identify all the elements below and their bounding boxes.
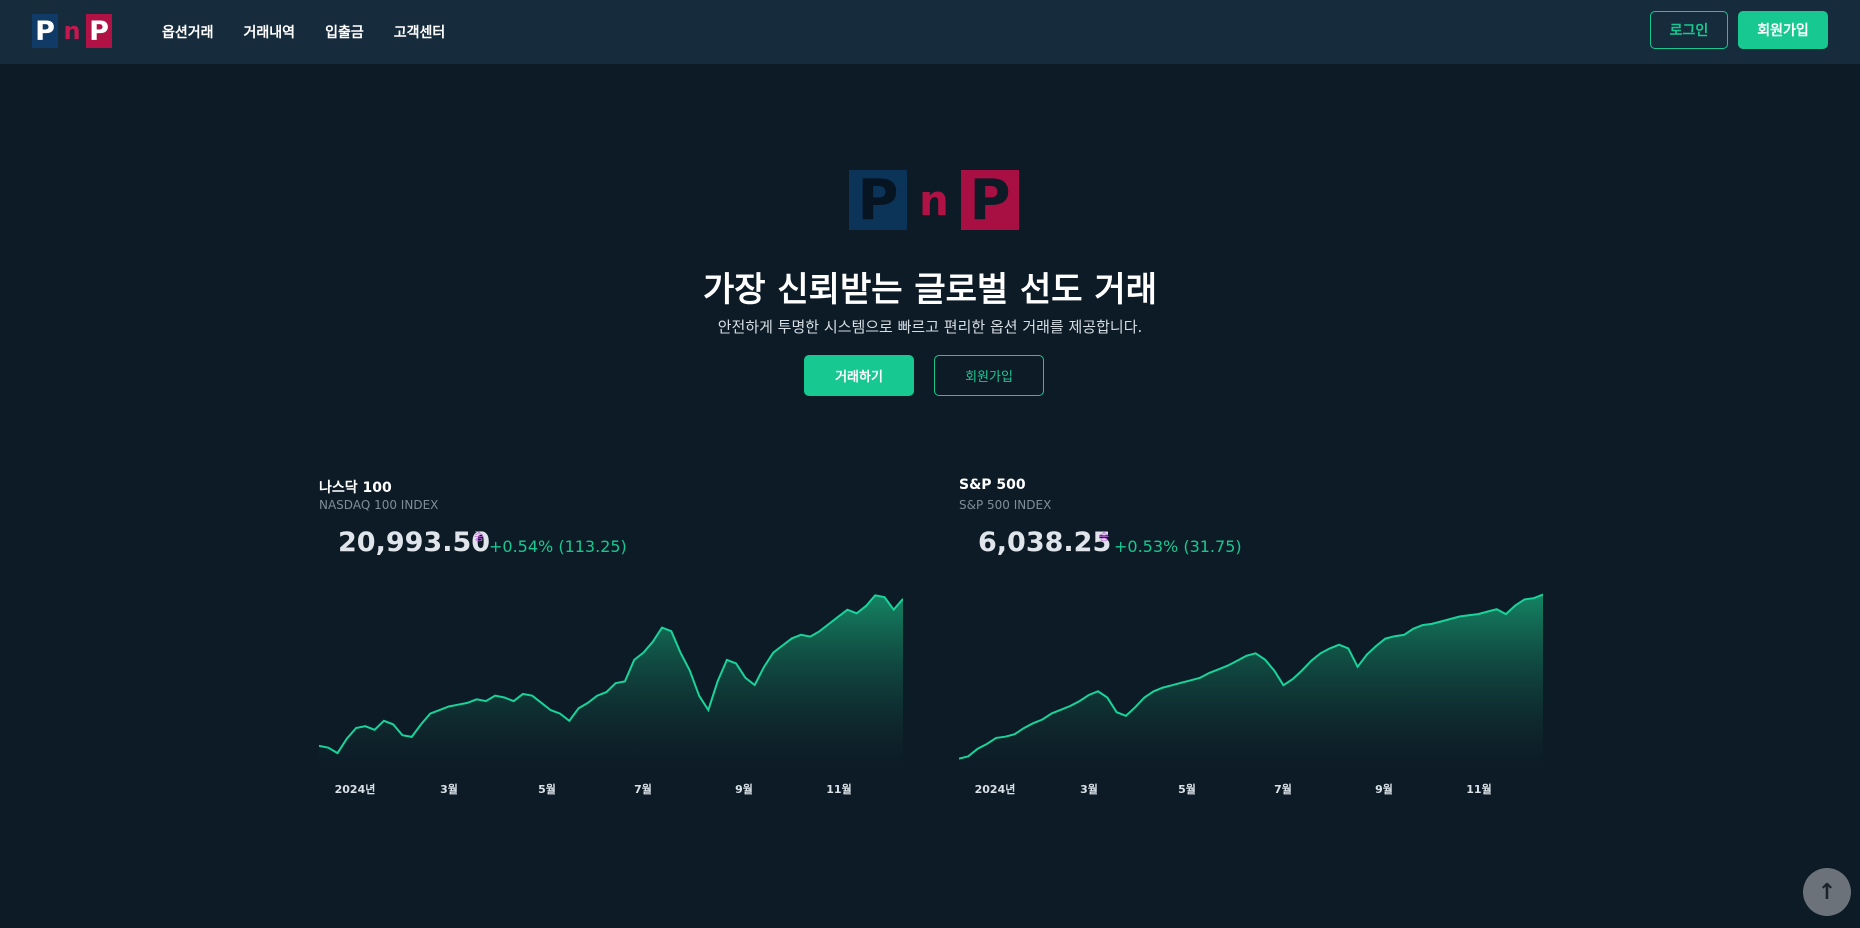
market-close-mark: 종	[474, 530, 485, 543]
hero-subtitle: 안전하게 투명한 시스템으로 빠르고 편리한 옵션 거래를 제공합니다.	[717, 318, 1143, 336]
signup-button[interactable]: 회원가입	[1738, 11, 1828, 49]
hero-logo-letter-n: n	[919, 175, 949, 225]
arrow-up-icon: ↑	[1817, 879, 1837, 905]
nav-trade-history[interactable]: 거래내역	[243, 25, 296, 41]
x-tick-label: 3월	[1080, 782, 1098, 796]
market-card-sp500[interactable]: S&P 500 S&P 500 INDEX 6,038.25 종 +0.53% …	[959, 477, 1543, 807]
market-close-mark: 종	[1099, 530, 1110, 543]
top-navigation-bar: P n P 옵션거래 거래내역 입출금 고객센터 로그인 회원가입	[0, 0, 1860, 64]
market-subtitle: NASDAQ 100 INDEX	[319, 498, 439, 512]
hero-logo: P n P	[849, 168, 1019, 233]
chart-series-line	[959, 593, 1543, 760]
x-tick-label: 11월	[826, 782, 851, 796]
login-button[interactable]: 로그인	[1650, 11, 1728, 49]
sp500-chart: 2024년 3월 5월 7월 9월 11월	[959, 593, 1543, 796]
x-tick-label: 9월	[1375, 782, 1393, 796]
market-price: 6,038.25	[978, 527, 1112, 558]
x-tick-label: 11월	[1466, 782, 1491, 796]
logo-letter-p: P	[32, 14, 58, 48]
x-tick-label: 3월	[440, 782, 458, 796]
x-tick-label: 9월	[735, 782, 753, 796]
market-name: S&P 500	[959, 477, 1026, 493]
market-change: +0.54% (113.25)	[489, 537, 627, 556]
logo-letter-n: n	[63, 17, 81, 45]
x-tick-label: 7월	[1274, 782, 1292, 796]
site-logo[interactable]: P n P	[32, 14, 112, 48]
market-change: +0.53% (31.75)	[1114, 537, 1242, 556]
x-tick-label: 5월	[538, 782, 556, 796]
x-tick-label: 7월	[634, 782, 652, 796]
x-tick-label: 2024년	[335, 782, 376, 796]
chart-area-fill	[319, 595, 903, 771]
trade-button[interactable]: 거래하기	[804, 355, 914, 396]
chart-series-line	[319, 594, 903, 755]
scroll-to-top-button[interactable]: ↑	[1803, 868, 1851, 916]
market-name: 나스닥 100	[319, 480, 392, 496]
market-subtitle: S&P 500 INDEX	[959, 498, 1052, 512]
nasdaq-chart: 2024년 3월 5월 7월 9월 11월	[319, 594, 903, 796]
chart-area-fill	[959, 594, 1543, 771]
nav-customer-center[interactable]: 고객센터	[393, 25, 446, 41]
market-card-nasdaq[interactable]: 나스닥 100 NASDAQ 100 INDEX 20,993.50 종 +0.…	[319, 477, 903, 807]
join-button[interactable]: 회원가입	[934, 355, 1044, 396]
nav-options-trading[interactable]: 옵션거래	[162, 25, 214, 41]
hero-logo-letter-p: P	[961, 168, 1019, 233]
nav-deposit-withdraw[interactable]: 입출금	[325, 25, 364, 41]
market-price: 20,993.50	[338, 527, 491, 558]
hero-logo-letter-p: P	[849, 168, 907, 233]
hero-title: 가장 신뢰받는 글로벌 선도 거래	[703, 270, 1157, 310]
x-tick-label: 5월	[1178, 782, 1196, 796]
logo-letter-p: P	[86, 14, 112, 48]
x-tick-label: 2024년	[975, 782, 1016, 796]
main-nav: 옵션거래 거래내역 입출금 고객센터	[162, 0, 475, 64]
